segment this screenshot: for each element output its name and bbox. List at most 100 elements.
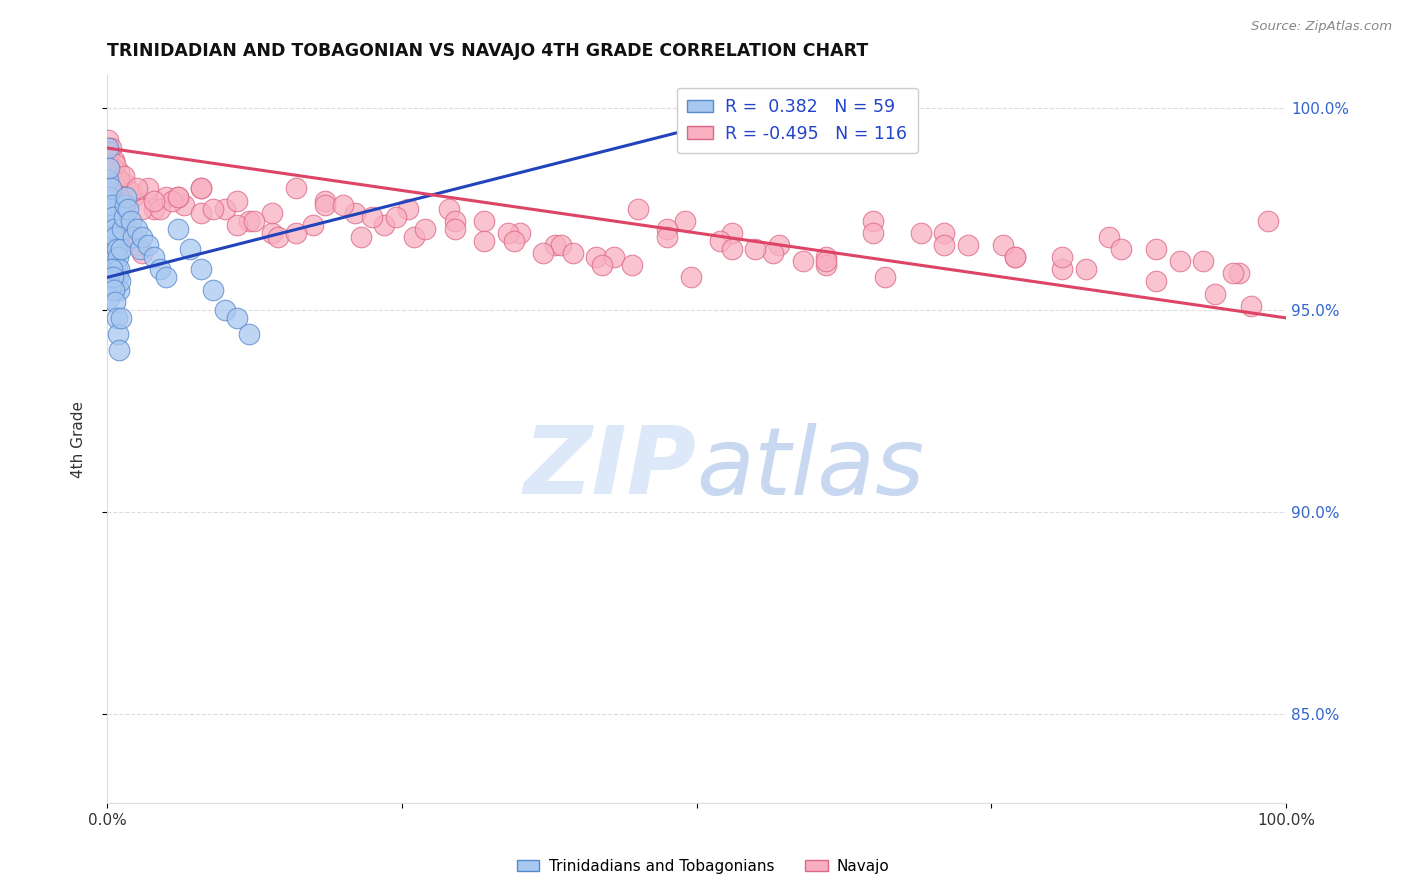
Point: [117, 222, 139, 236]
Point: [472, 214, 495, 228]
Point: [131, 230, 153, 244]
Point: [531, 246, 554, 260]
Point: [1050, 262, 1073, 277]
Point: [97, 141, 120, 155]
Point: [101, 218, 124, 232]
Point: [120, 214, 142, 228]
Point: [561, 246, 583, 260]
Point: [104, 186, 127, 200]
Point: [190, 181, 212, 195]
Point: [97, 173, 120, 187]
Point: [238, 214, 260, 228]
Point: [655, 222, 678, 236]
Point: [402, 230, 425, 244]
Point: [101, 197, 124, 211]
Point: [1004, 250, 1026, 264]
Point: [111, 210, 134, 224]
Point: [862, 214, 884, 228]
Point: [626, 202, 648, 216]
Point: [550, 238, 572, 252]
Point: [98, 291, 121, 305]
Point: [349, 230, 371, 244]
Point: [284, 226, 307, 240]
Point: [103, 222, 125, 236]
Point: [104, 157, 127, 171]
Point: [314, 197, 336, 211]
Point: [655, 230, 678, 244]
Point: [114, 218, 136, 232]
Point: [110, 310, 132, 325]
Point: [98, 214, 121, 228]
Point: [129, 242, 152, 256]
Point: [361, 210, 384, 224]
Point: [1227, 266, 1250, 280]
Point: [107, 326, 129, 341]
Point: [105, 242, 128, 256]
Point: [97, 270, 120, 285]
Point: [238, 326, 260, 341]
Point: [98, 161, 121, 176]
Text: ZIP: ZIP: [523, 422, 696, 515]
Point: [100, 141, 122, 155]
Point: [103, 242, 125, 256]
Point: [107, 270, 129, 285]
Point: [121, 230, 143, 244]
Point: [125, 222, 148, 236]
Point: [1109, 242, 1132, 256]
Point: [815, 254, 838, 268]
Point: [108, 275, 131, 289]
Point: [166, 189, 188, 203]
Point: [166, 189, 188, 203]
Point: [143, 194, 166, 208]
Point: [1004, 250, 1026, 264]
Point: [314, 194, 336, 208]
Point: [125, 181, 148, 195]
Legend: R =  0.382   N = 59, R = -0.495   N = 116: R = 0.382 N = 59, R = -0.495 N = 116: [676, 87, 918, 153]
Point: [100, 222, 122, 236]
Point: [862, 226, 884, 240]
Point: [496, 226, 519, 240]
Point: [155, 270, 177, 285]
Point: [101, 210, 124, 224]
Point: [190, 205, 212, 219]
Point: [875, 270, 897, 285]
Point: [815, 250, 838, 264]
Point: [396, 202, 419, 216]
Point: [112, 169, 135, 184]
Point: [190, 262, 212, 277]
Point: [100, 165, 122, 179]
Point: [225, 310, 247, 325]
Point: [179, 242, 201, 256]
Point: [149, 262, 172, 277]
Point: [1050, 250, 1073, 264]
Point: [267, 230, 290, 244]
Point: [97, 202, 120, 216]
Point: [108, 262, 131, 277]
Point: [991, 238, 1014, 252]
Text: atlas: atlas: [696, 423, 925, 514]
Point: [114, 178, 136, 192]
Point: [332, 197, 354, 211]
Point: [302, 218, 325, 232]
Point: [956, 238, 979, 252]
Point: [225, 194, 247, 208]
Point: [1204, 286, 1226, 301]
Point: [101, 262, 124, 277]
Point: [214, 302, 236, 317]
Point: [112, 210, 135, 224]
Point: [155, 189, 177, 203]
Point: [544, 238, 567, 252]
Point: [131, 202, 153, 216]
Point: [744, 242, 766, 256]
Point: [243, 214, 266, 228]
Point: [138, 238, 160, 252]
Point: [709, 234, 731, 248]
Point: [110, 242, 132, 256]
Point: [1222, 266, 1244, 280]
Point: [910, 226, 932, 240]
Point: [120, 186, 142, 200]
Point: [100, 181, 122, 195]
Point: [225, 218, 247, 232]
Point: [1239, 299, 1261, 313]
Y-axis label: 4th Grade: 4th Grade: [72, 401, 86, 478]
